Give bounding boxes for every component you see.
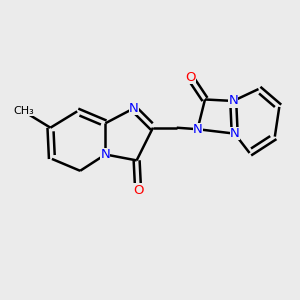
Text: O: O <box>185 71 195 84</box>
Text: N: N <box>230 127 240 140</box>
Text: N: N <box>228 94 238 107</box>
Text: CH₃: CH₃ <box>13 106 34 116</box>
Text: O: O <box>133 184 143 196</box>
Text: N: N <box>100 148 110 161</box>
Text: N: N <box>193 123 202 136</box>
Text: N: N <box>129 102 139 115</box>
